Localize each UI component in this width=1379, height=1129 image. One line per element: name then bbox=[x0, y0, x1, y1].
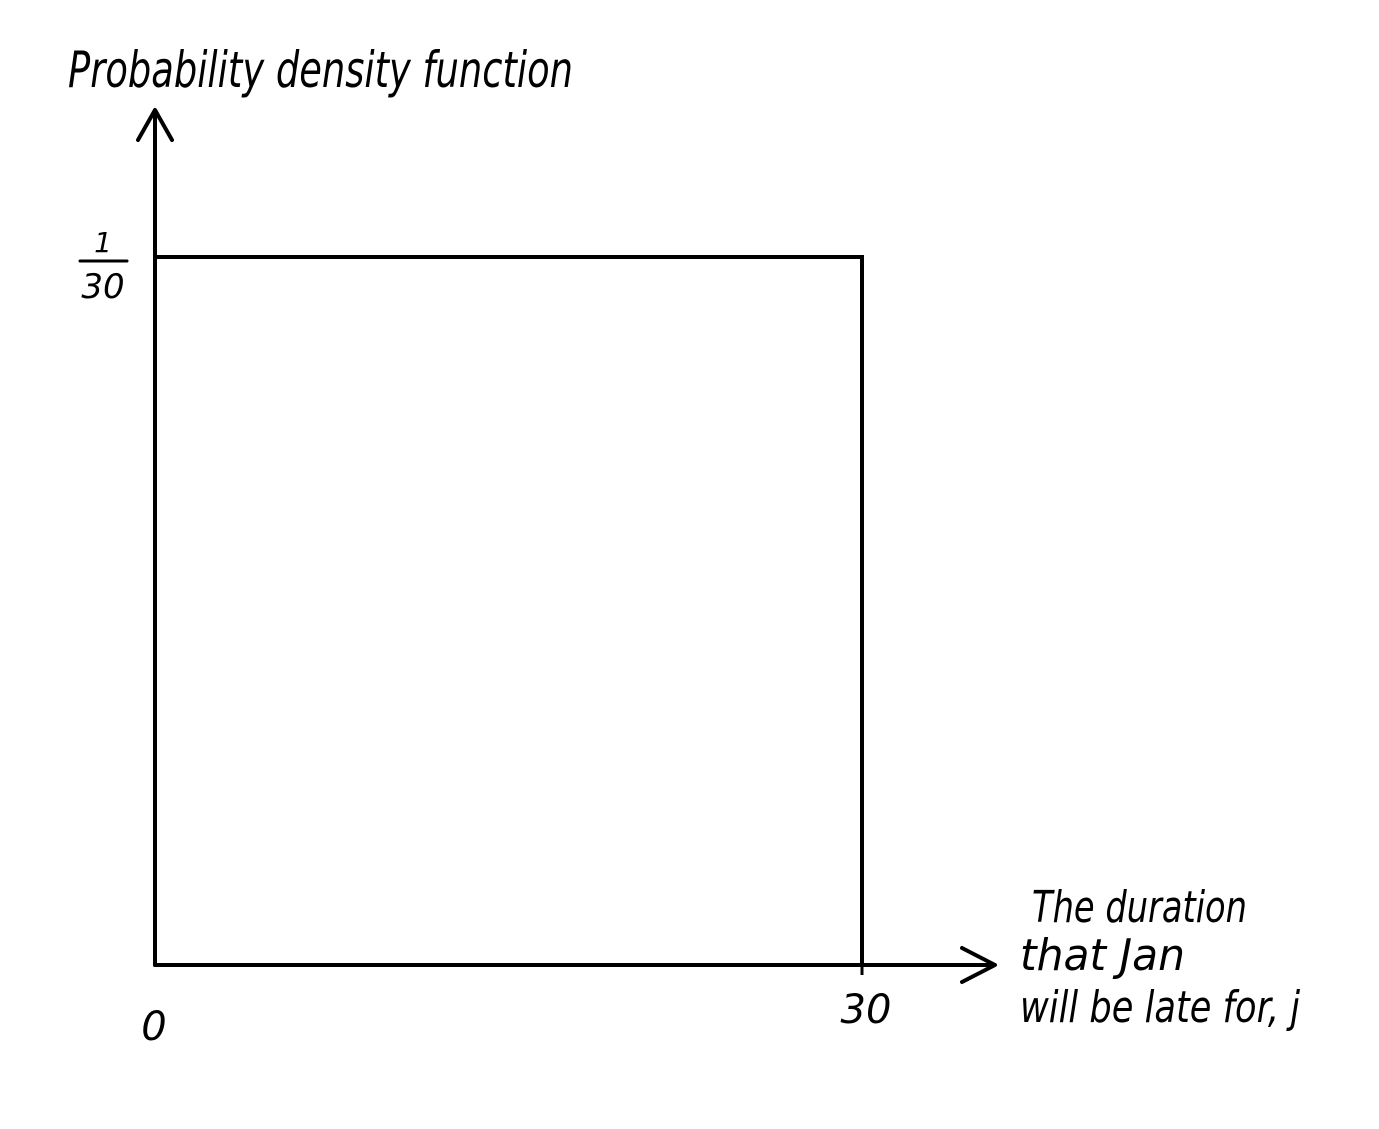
pdf-line bbox=[155, 255, 864, 965]
y-axis-label: Probability density function bbox=[68, 41, 573, 99]
x-axis-label-line-2: that Jan bbox=[1020, 930, 1185, 981]
y-axis-arrowhead bbox=[136, 108, 174, 142]
y-tick-numerator: 1 bbox=[94, 226, 112, 259]
x-axis-label-line-1: The duration bbox=[1032, 882, 1247, 933]
x-axis-label-line-3: will be late for, j bbox=[1020, 982, 1301, 1033]
origin-label: 0 bbox=[141, 1004, 166, 1050]
x-tick-label: 30 bbox=[841, 987, 892, 1033]
x-axis-arrowhead bbox=[960, 946, 997, 984]
y-tick-denominator: 30 bbox=[81, 267, 124, 307]
y-tick-label: 1 30 bbox=[78, 226, 129, 307]
